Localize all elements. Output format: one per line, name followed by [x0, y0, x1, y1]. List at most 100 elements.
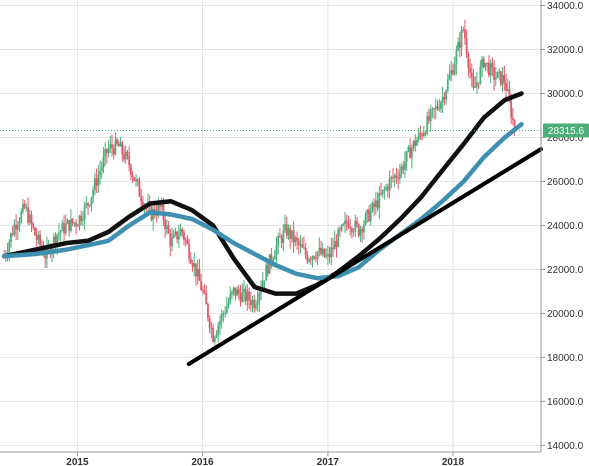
price-candle-body	[171, 237, 173, 247]
price-candle-body	[326, 253, 329, 256]
price-candle-body	[63, 223, 65, 234]
y-tick-label: 34000.0	[547, 1, 584, 12]
price-candle-body	[82, 219, 84, 221]
price-candle-body	[380, 192, 382, 194]
price-candle-body	[308, 259, 310, 262]
price-candle-body	[99, 171, 101, 176]
price-candle-body	[491, 63, 494, 68]
y-tick-label: 28000.0	[547, 133, 584, 144]
y-tick-label: 14000.0	[547, 441, 584, 452]
price-candle-body	[136, 179, 139, 182]
price-candle-body	[241, 292, 244, 302]
price-candle-body	[165, 225, 168, 229]
price-candle-body	[27, 207, 29, 223]
price-candle-body	[155, 214, 158, 216]
price-candle-body	[191, 263, 194, 267]
price-candle-body	[422, 132, 425, 137]
price-candle-body	[287, 228, 290, 236]
y-tick-label: 20000.0	[547, 309, 584, 320]
price-candle-body	[231, 291, 233, 295]
price-candle-body	[58, 232, 60, 235]
price-candle-body	[105, 149, 108, 154]
price-candle-body	[234, 287, 237, 296]
price-candle-body	[243, 288, 245, 293]
price-candle-body	[428, 116, 430, 121]
price-candle-body	[275, 244, 278, 256]
price-candle-body	[200, 280, 203, 291]
price-candle-body	[457, 42, 459, 51]
price-candle-body	[292, 230, 295, 243]
price-candle-body	[440, 102, 442, 110]
price-candle-body	[100, 167, 103, 172]
price-candle-body	[265, 264, 268, 281]
price-candle-body	[426, 116, 429, 134]
price-candle-body	[320, 247, 322, 255]
price-candle-body	[347, 223, 350, 228]
x-tick-label: 2015	[66, 457, 89, 466]
price-candle-body	[30, 214, 33, 224]
price-candle-body	[431, 108, 434, 111]
price-candle-body	[111, 144, 113, 149]
price-candle-body	[402, 166, 405, 170]
price-candle-body	[52, 236, 55, 248]
price-candle-body	[417, 133, 420, 140]
price-candle-body	[71, 218, 74, 224]
price-candle-body	[289, 228, 292, 239]
price-candle-body	[441, 96, 444, 103]
price-candle-body	[13, 224, 16, 235]
price-candle-body	[109, 144, 112, 148]
price-candle-body	[314, 258, 317, 260]
last-price-label: 28315.6	[548, 126, 585, 137]
price-candle-body	[270, 254, 273, 262]
price-candle-body	[354, 220, 357, 232]
price-candle-body	[196, 268, 199, 277]
price-candle-body	[323, 248, 326, 257]
price-candle-body	[400, 166, 403, 173]
price-candle-body	[453, 64, 456, 75]
price-candle-body	[467, 54, 470, 68]
price-candle-body	[16, 225, 19, 230]
price-candle-body	[472, 77, 475, 88]
price-candle-body	[164, 219, 167, 229]
price-candle-body	[56, 234, 59, 244]
price-candle-body	[410, 147, 413, 159]
price-candle-body	[107, 147, 110, 154]
price-candle-body	[398, 172, 401, 180]
price-candle-body	[133, 177, 136, 181]
price-candle-body	[404, 161, 406, 170]
price-candle-body	[446, 79, 449, 91]
price-candle-body	[316, 251, 319, 259]
y-tick-label: 32000.0	[547, 45, 584, 56]
price-candle-body	[306, 255, 309, 262]
price-candle-body	[464, 29, 466, 39]
price-candle-body	[513, 120, 516, 132]
price-candle-body	[184, 239, 187, 241]
price-candle-body	[501, 75, 504, 85]
trendline-layer	[186, 147, 543, 367]
price-candle-body	[450, 70, 453, 75]
price-candle-body	[416, 139, 418, 146]
price-candle-body	[87, 202, 89, 206]
price-candle-body	[407, 146, 410, 152]
price-candle-body	[419, 133, 422, 135]
price-candle-body	[448, 74, 451, 80]
y-tick-label: 30000.0	[547, 89, 584, 100]
price-candle-body	[498, 71, 501, 73]
price-candle-body	[205, 293, 208, 305]
price-candle-body	[484, 62, 487, 68]
price-candle-body	[220, 313, 223, 321]
x-tick-label: 2018	[442, 457, 465, 466]
grid-layer	[0, 0, 541, 452]
price-candle-body	[54, 236, 57, 244]
price-candle-body	[251, 299, 254, 306]
y-tick-label: 22000.0	[547, 265, 584, 276]
y-tick-label: 18000.0	[547, 353, 584, 364]
price-candle-body	[18, 221, 21, 226]
price-candle-body	[95, 178, 98, 186]
price-candle-body	[189, 258, 192, 264]
price-candle-body	[397, 177, 400, 180]
price-candle-body	[368, 209, 370, 222]
price-candle-body	[337, 229, 340, 247]
price-candle-body	[296, 237, 298, 241]
price-candle-body	[177, 235, 180, 240]
